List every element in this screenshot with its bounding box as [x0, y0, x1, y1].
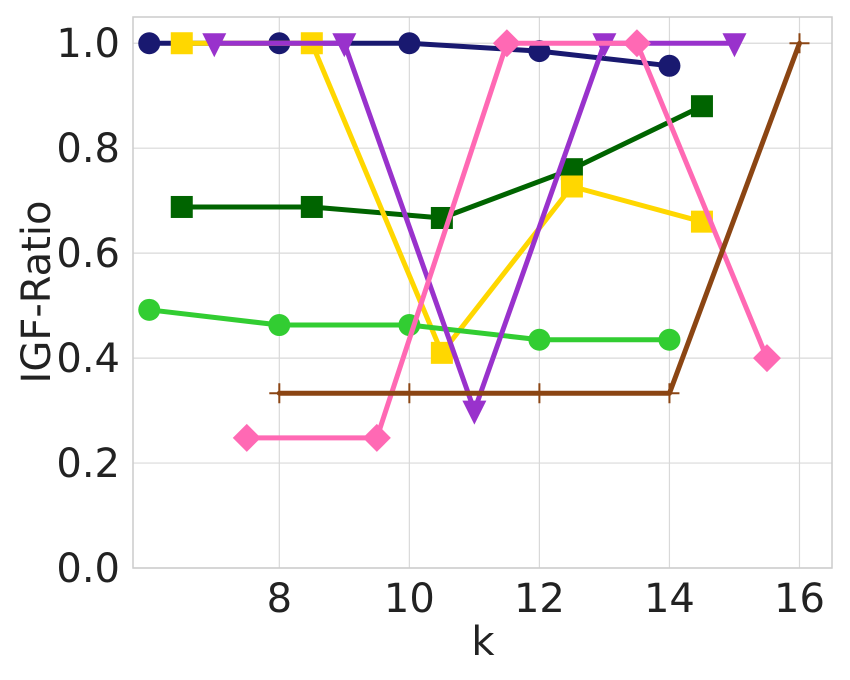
series-2: [170, 95, 713, 229]
data-point: [398, 32, 421, 55]
data-point: [462, 400, 487, 425]
x-tick-label: 8: [267, 576, 292, 622]
data-point: [138, 298, 161, 321]
data-point: [492, 29, 521, 58]
data-point: [690, 95, 713, 118]
x-axis-label: k: [471, 619, 495, 665]
data-point: [332, 33, 357, 58]
data-point: [170, 32, 193, 55]
y-tick-label: 0.2: [56, 441, 120, 487]
data-point: [658, 54, 681, 77]
data-point: [528, 328, 551, 351]
series-layer: [138, 29, 810, 452]
data-point: [268, 314, 291, 337]
data-point: [202, 33, 227, 58]
data-point: [170, 195, 193, 218]
data-point: [362, 423, 391, 452]
data-point: [658, 328, 681, 351]
y-tick-labels: 0.0 0.2 0.4 0.6 0.8 1.0: [56, 21, 120, 592]
y-tick-label: 0.0: [56, 546, 120, 592]
x-tick-label: 12: [514, 576, 565, 622]
grid-lines: [133, 17, 832, 569]
data-point: [659, 383, 680, 404]
series-line: [211, 40, 737, 414]
series-line: [244, 40, 770, 441]
x-tick-labels: 8 10 12 14 16: [267, 576, 825, 622]
y-tick-label: 0.6: [56, 231, 120, 277]
data-point: [560, 158, 583, 181]
x-tick-label: 10: [384, 576, 435, 622]
y-tick-label: 0.8: [56, 126, 120, 172]
series-7: [269, 33, 810, 404]
data-point: [722, 33, 747, 58]
data-point: [399, 383, 420, 404]
data-point: [752, 344, 781, 373]
y-tick-label: 1.0: [56, 21, 120, 67]
y-tick-label: 0.4: [56, 336, 120, 382]
series-line: [179, 40, 705, 356]
series-5: [202, 33, 747, 425]
x-tick-label: 14: [644, 576, 695, 622]
series-6: [232, 29, 781, 452]
data-point: [560, 175, 583, 198]
data-point: [269, 383, 290, 404]
data-point: [300, 195, 323, 218]
data-point: [789, 33, 810, 54]
data-point: [529, 383, 550, 404]
data-point: [622, 29, 651, 58]
plot-frame: [132, 16, 833, 569]
data-point: [232, 423, 261, 452]
x-tick-label: 16: [774, 576, 825, 622]
data-point: [430, 341, 453, 364]
y-axis-label: IGF-Ratio: [14, 201, 60, 384]
data-point: [138, 32, 161, 55]
